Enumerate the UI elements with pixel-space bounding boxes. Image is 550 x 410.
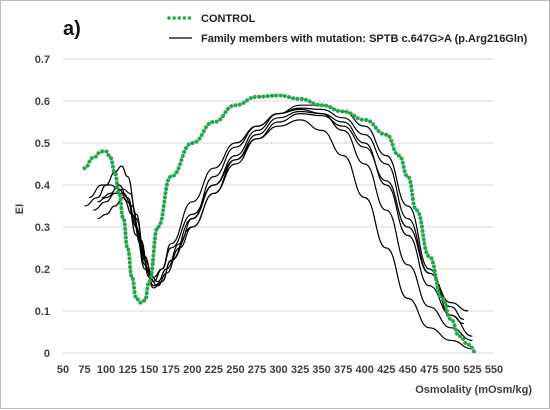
x-tick-label: 400 <box>356 364 374 376</box>
x-tick-label: 525 <box>463 364 481 376</box>
x-tick-label: 75 <box>78 364 90 376</box>
y-tick-label: 0.2 <box>35 264 50 276</box>
series-line-family-5 <box>101 112 469 312</box>
x-tick-label: 125 <box>118 364 136 376</box>
y-axis-title: EI <box>14 204 26 214</box>
x-tick-label: 450 <box>399 364 417 376</box>
x-tick-label: 100 <box>97 364 115 376</box>
x-tick-label: 150 <box>140 364 158 376</box>
panel-label: a) <box>63 18 81 40</box>
series-layer <box>82 93 479 355</box>
x-tick-label: 300 <box>269 364 287 376</box>
y-tick-label: 0.7 <box>35 54 50 66</box>
series-line-family-6 <box>97 104 473 337</box>
y-tick-label: 0.6 <box>35 96 50 108</box>
y-tick-label: 0.1 <box>35 306 50 318</box>
x-tick-label: 550 <box>485 364 503 376</box>
y-tick-label: 0 <box>44 348 50 360</box>
x-tick-label: 50 <box>57 364 69 376</box>
series-line-family-4 <box>97 110 464 325</box>
tick-labels: 0 0.1 0.2 0.3 0.4 0.5 0.6 0.7 50 75 100 125 150 175 20… <box>35 54 503 376</box>
x-tick-label: 175 <box>162 364 180 376</box>
x-tick-label: 325 <box>291 364 309 376</box>
series-line-family-3 <box>93 107 464 320</box>
x-tick-label: 475 <box>420 364 438 376</box>
x-tick-label: 200 <box>183 364 201 376</box>
x-tick-label: 275 <box>248 364 266 376</box>
legend-label-control: CONTROL <box>201 13 256 25</box>
x-tick-label: 225 <box>205 364 223 376</box>
x-tick-label: 500 <box>442 364 460 376</box>
y-tick-label: 0.5 <box>35 138 50 150</box>
x-tick-label: 350 <box>312 364 330 376</box>
series-line-family-2 <box>88 108 473 341</box>
y-tick-label: 0.3 <box>35 222 50 234</box>
series-line-control <box>82 93 479 355</box>
x-tick-label: 250 <box>226 364 244 376</box>
y-tick-label: 0.4 <box>35 180 51 192</box>
x-tick-label: 375 <box>334 364 352 376</box>
legend-label-family: Family members with mutation: SPTB c.647… <box>201 33 528 45</box>
x-axis-title: Osmolality (mOsm/kg) <box>415 384 532 396</box>
x-tick-label: 425 <box>377 364 395 376</box>
legend: CONTROL Family members with mutation: SP… <box>167 13 528 45</box>
gridlines <box>63 58 494 354</box>
